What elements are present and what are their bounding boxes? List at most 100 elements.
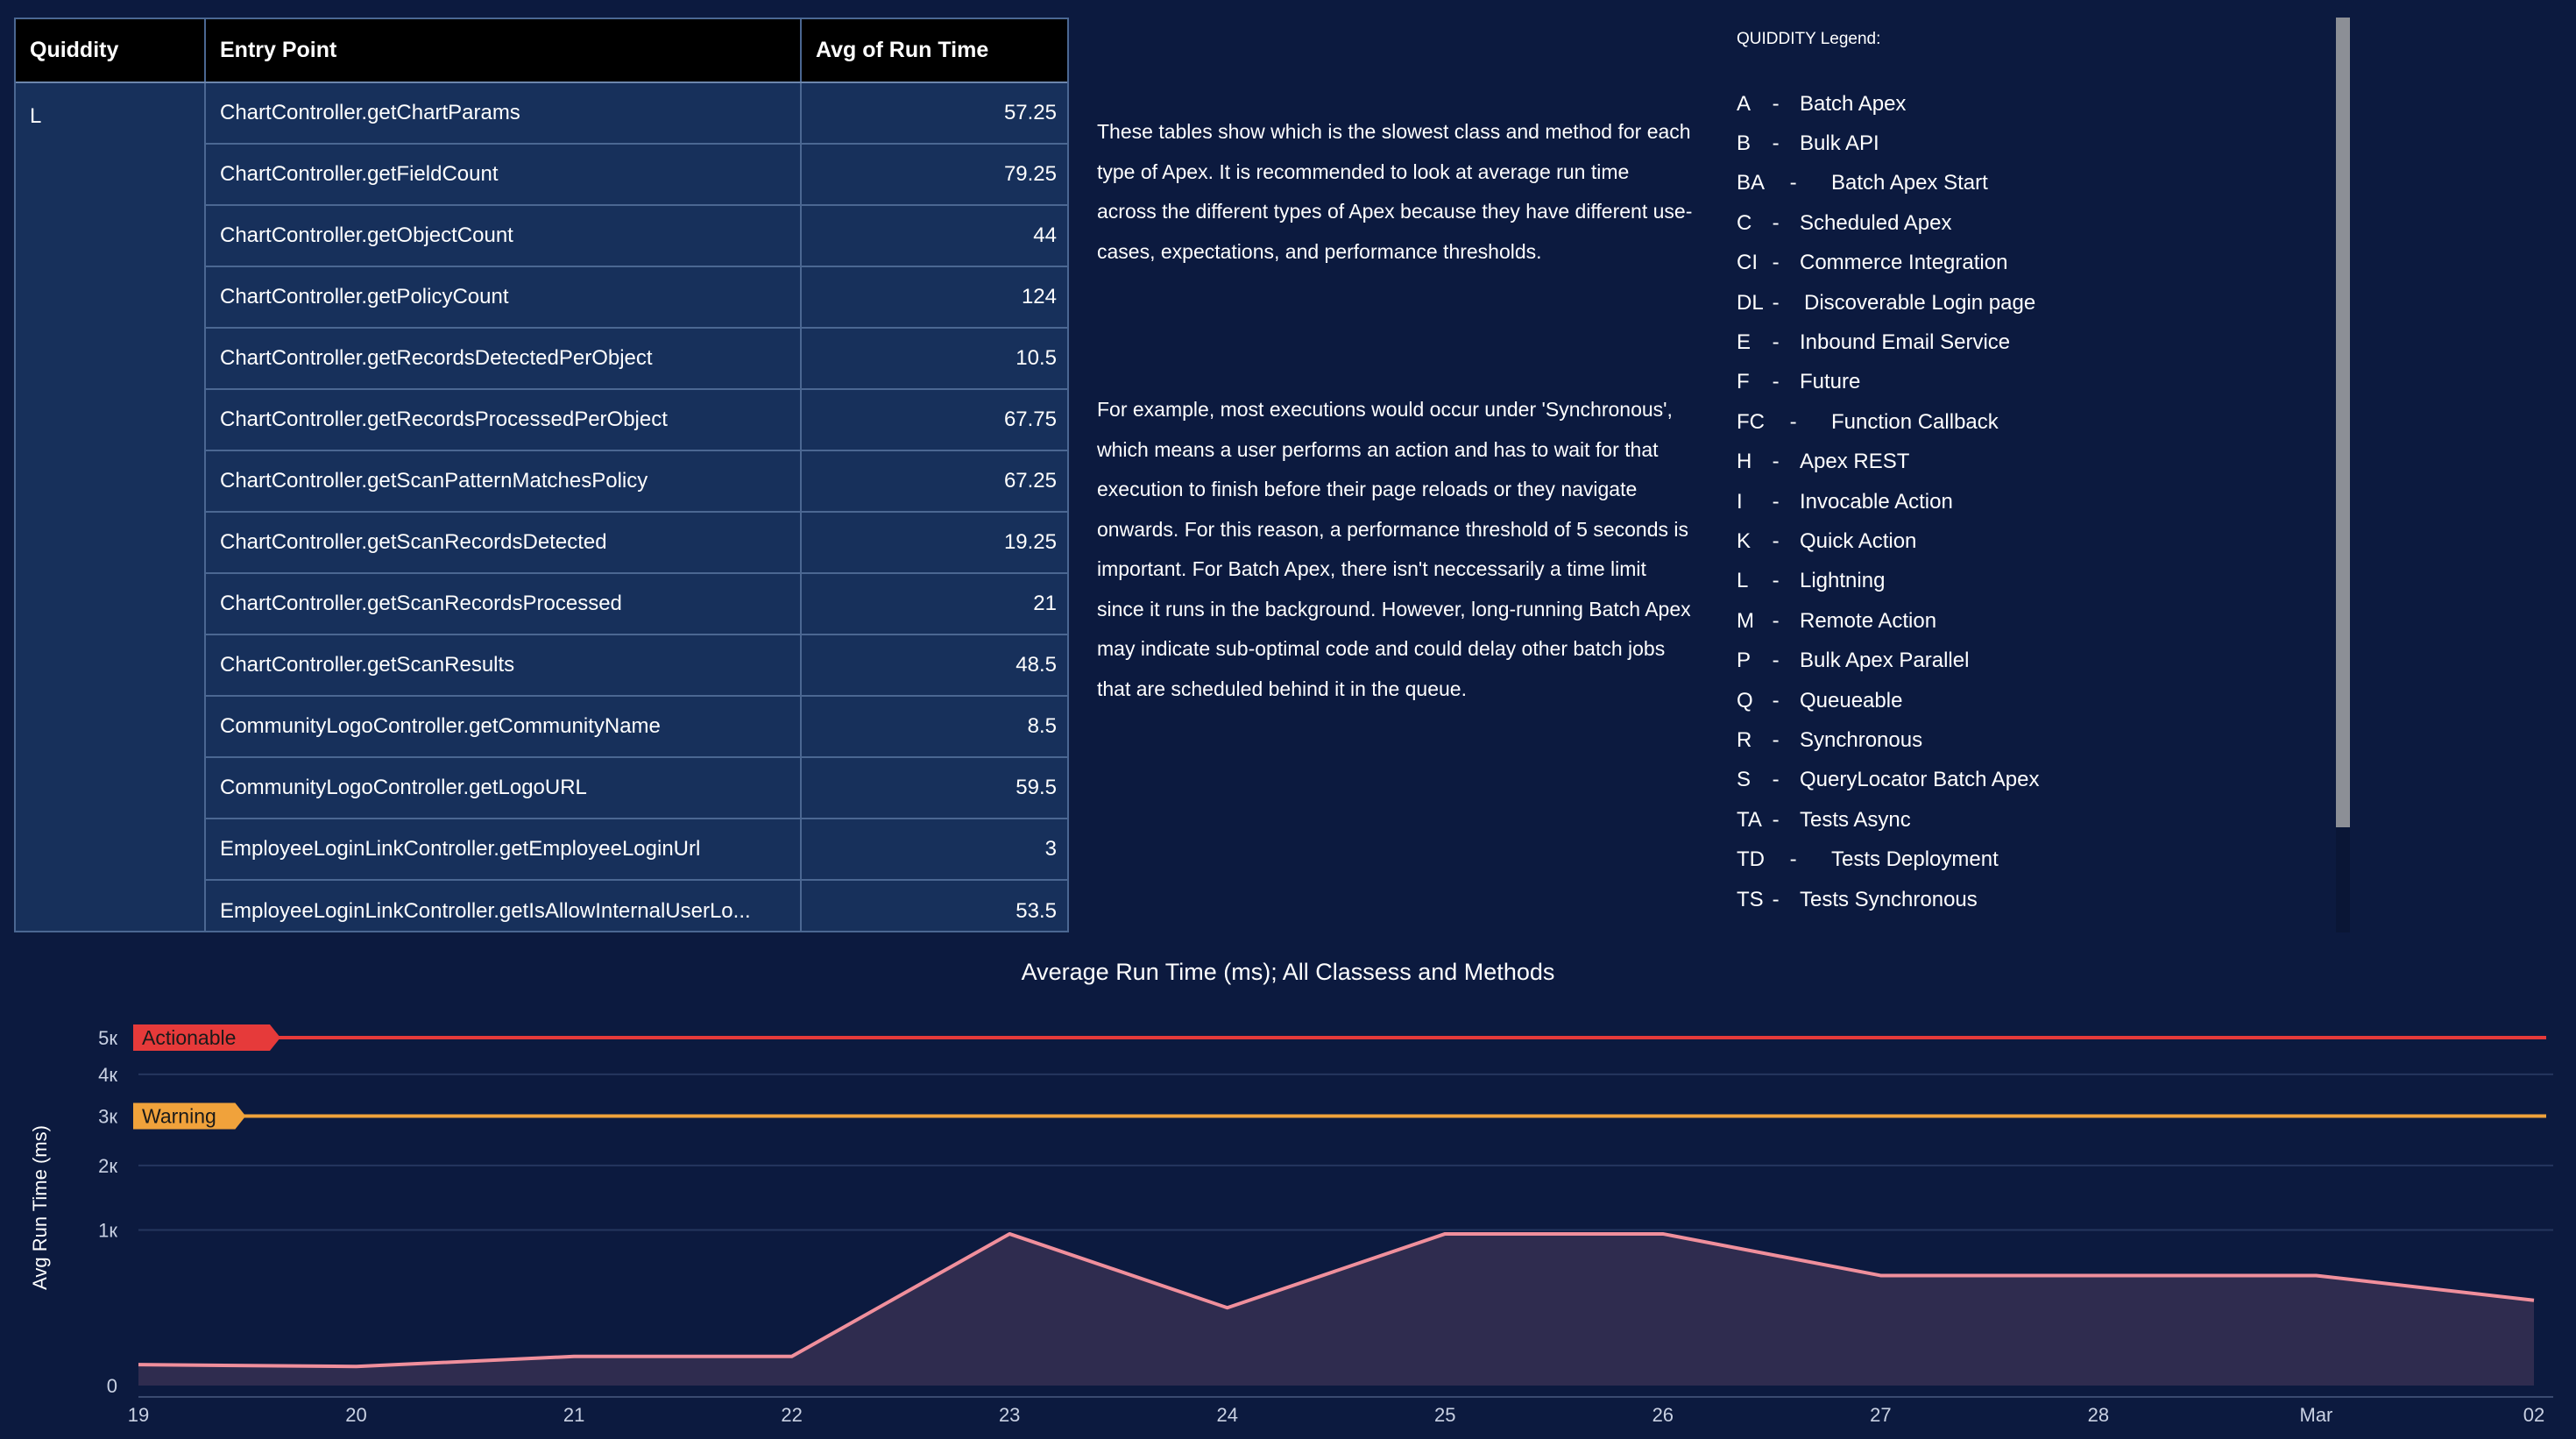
legend-item: DL - Discoverable Login page — [1737, 283, 2341, 323]
avg-run-time-cell: 59.5 — [801, 757, 1067, 819]
quiddity-cell: L — [16, 82, 206, 931]
legend-separator: - — [1766, 409, 1797, 434]
entry-point-cell: CommunityLogoController.getLogoURL — [205, 757, 802, 819]
legend-separator: - — [1766, 528, 1780, 553]
description-paragraph-1: These tables show which is the slowest c… — [1097, 120, 1693, 263]
description-text: These tables show which is the slowest c… — [1097, 112, 1693, 709]
threshold-label: Warning — [142, 1104, 216, 1127]
table-row[interactable]: ChartController.getScanRecordsProcessed 2… — [16, 573, 1067, 635]
legend-label: Tests Deployment — [1831, 847, 1999, 872]
table-row[interactable]: ChartController.getScanPatternMatchesPol… — [16, 450, 1067, 513]
threshold-label: Actionable — [142, 1026, 236, 1049]
x-tick-label: 26 — [1652, 1404, 1674, 1426]
table-row[interactable]: CommunityLogoController.getLogoURL 59.5 — [16, 757, 1067, 819]
legend-label: Inbound Email Service — [1800, 330, 2011, 355]
legend-code: R — [1737, 727, 1752, 752]
legend-separator: - — [1766, 807, 1780, 832]
legend-item: S - QueryLocator Batch Apex — [1737, 761, 2341, 800]
table-row[interactable]: CommunityLogoController.getCommunityName… — [16, 696, 1067, 758]
legend-code: CI — [1737, 251, 1758, 275]
entry-point-cell: CommunityLogoController.getCommunityName — [205, 696, 802, 758]
table-row[interactable]: EmployeeLoginLinkController.getEmployeeL… — [16, 819, 1067, 881]
legend-separator: - — [1766, 370, 1780, 394]
legend-separator: - — [1766, 171, 1797, 195]
legend-label: Lightning — [1800, 569, 1886, 593]
entry-point-cell: ChartController.getScanRecordsProcessed — [205, 573, 802, 635]
avg-run-time-cell: 48.5 — [801, 634, 1067, 697]
x-tick-label: 22 — [781, 1404, 802, 1426]
table-row[interactable]: ChartController.getObjectCount 44 — [16, 205, 1067, 267]
legend-separator: - — [1766, 847, 1797, 872]
x-tick-label: 27 — [1870, 1404, 1891, 1426]
legend-separator: - — [1766, 768, 1780, 792]
avg-run-time-cell: 124 — [801, 266, 1067, 329]
legend-code: S — [1737, 768, 1752, 792]
entry-point-table: Quiddity Entry Point Avg of Run Time L Ch… — [16, 19, 1067, 931]
legend-separator: - — [1766, 210, 1780, 235]
legend-item: P - Bulk Apex Parallel — [1737, 641, 2341, 680]
table-row[interactable]: ChartController.getScanRecordsDetected 19… — [16, 512, 1067, 574]
legend-item: FC - Function Callback — [1737, 402, 2341, 442]
legend-code: TD — [1737, 847, 1765, 872]
table-row[interactable]: ChartController.getRecordsDetectedPerObj… — [16, 328, 1067, 390]
y-tick-label: 2к — [98, 1155, 117, 1177]
threshold-label-box — [133, 1024, 280, 1051]
legend-label: Function Callback — [1831, 409, 1999, 434]
entry-point-cell: ChartController.getObjectCount — [205, 205, 802, 267]
legend-separator: - — [1766, 727, 1780, 752]
legend-item: TD - Tests Deployment — [1737, 840, 2341, 879]
legend-item: E - Inbound Email Service — [1737, 323, 2341, 362]
legend-code: FC — [1737, 409, 1765, 434]
table-row[interactable]: ChartController.getRecordsProcessedPerOb… — [16, 389, 1067, 451]
x-tick-label: 19 — [128, 1404, 149, 1426]
legend-item: BA - Batch Apex Start — [1737, 164, 2341, 203]
legend-separator: - — [1766, 887, 1780, 911]
y-tick-label: 1к — [98, 1219, 117, 1241]
x-tick-label: 23 — [999, 1404, 1020, 1426]
legend-separator: - — [1766, 251, 1780, 275]
entry-point-cell: ChartController.getChartParams — [205, 82, 802, 145]
entry-point-cell: EmployeeLoginLinkController.getIsAllowIn… — [205, 880, 802, 931]
entry-point-cell: ChartController.getScanPatternMatchesPol… — [205, 450, 802, 513]
legend-code: K — [1737, 528, 1752, 553]
avg-run-time-cell: 67.75 — [801, 389, 1067, 451]
avg-run-time-cell: 3 — [801, 819, 1067, 881]
chart-title: Average Run Time (ms); All Classess and … — [1021, 959, 1555, 985]
legend-separator: - — [1766, 290, 1780, 315]
table-row[interactable]: ChartController.getPolicyCount 124 — [16, 266, 1067, 329]
avg-run-time-cell: 53.5 — [801, 880, 1067, 931]
y-tick-label: 3к — [98, 1105, 117, 1127]
quiddity-legend: QUIDDITY Legend: A - Batch Apex B - Bulk AP… — [1737, 18, 2341, 932]
table-row[interactable]: ChartController.getScanResults 48.5 — [16, 634, 1067, 697]
description-paragraph-2: For example, most executions would occur… — [1097, 398, 1691, 700]
entry-point-cell: ChartController.getRecordsProcessedPerOb… — [205, 389, 802, 451]
legend-code: M — [1737, 608, 1754, 633]
table-row[interactable]: L ChartController.getChartParams 57.25 — [16, 82, 1067, 931]
legend-label: Future — [1800, 370, 1861, 394]
table-row[interactable]: EmployeeLoginLinkController.getIsAllowIn… — [16, 880, 1067, 931]
legend-label: Commerce Integration — [1800, 251, 2008, 275]
legend-label: Invocable Action — [1800, 489, 1953, 514]
legend-item: R - Synchronous — [1737, 720, 2341, 760]
legend-item: K - Quick Action — [1737, 521, 2341, 561]
run-time-chart[interactable]: 0 1к 2к 3к 4к 5к Actionable Warning 19 20 21 22 23 24… — [0, 999, 2576, 1439]
y-tick-label: 0 — [107, 1375, 117, 1397]
legend-item: Q - Queueable — [1737, 681, 2341, 720]
column-header-quiddity[interactable]: Quiddity — [16, 19, 206, 83]
entry-point-cell: EmployeeLoginLinkController.getEmployeeL… — [205, 819, 802, 881]
legend-code: BA — [1737, 171, 1766, 195]
entry-point-cell: ChartController.getRecordsDetectedPerObj… — [205, 328, 802, 390]
column-header-avg-run-time[interactable]: Avg of Run Time — [801, 19, 1067, 83]
entry-point-table-panel: Quiddity Entry Point Avg of Run Time L Ch… — [14, 18, 1069, 932]
x-tick-label: 21 — [563, 1404, 584, 1426]
y-tick-label: 4к — [98, 1064, 117, 1086]
column-header-entry-point[interactable]: Entry Point — [205, 19, 802, 83]
legend-code: A — [1737, 91, 1752, 116]
legend-code: TS — [1737, 887, 1764, 911]
legend-label: Bulk Apex Parallel — [1800, 649, 1970, 673]
legend-label: Batch Apex — [1800, 91, 1907, 116]
legend-scrollbar-thumb[interactable] — [2336, 18, 2350, 827]
legend-label: Tests Synchronous — [1800, 887, 1978, 911]
legend-label: Apex REST — [1800, 450, 1910, 474]
table-row[interactable]: ChartController.getFieldCount 79.25 — [16, 144, 1067, 206]
